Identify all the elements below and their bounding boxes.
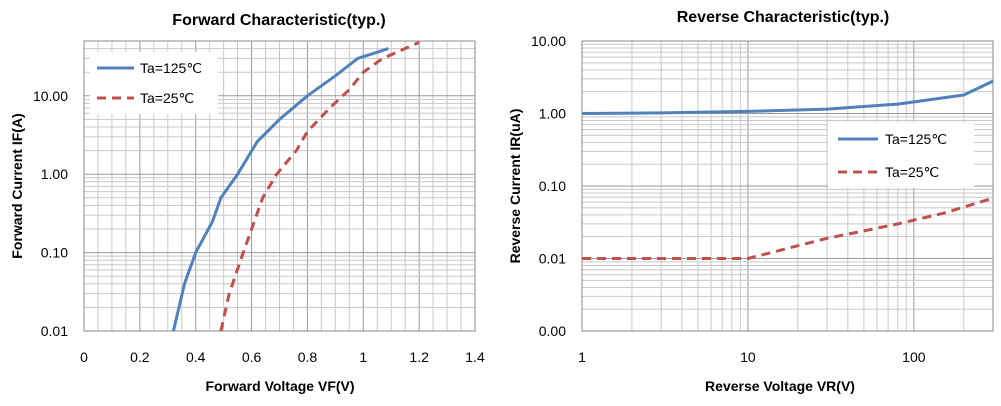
x-tick-labels: 0 0.2 0.4 0.6 0.8 1 1.2 1.4 — [80, 349, 485, 365]
y-tick-label: 0.01 — [41, 323, 68, 339]
chart-title: Reverse Characteristic(typ.) — [677, 9, 890, 26]
chart-title: Forward Characteristic(typ.) — [172, 12, 385, 29]
y-tick-labels: 0.01 0.10 1.00 10.00 — [33, 88, 68, 339]
x-tick-label: 1 — [578, 349, 586, 365]
x-tick-label: 10 — [740, 349, 756, 365]
y-axis-title: Reverse Current IR(uA) — [507, 109, 523, 264]
x-tick-label: 100 — [902, 349, 926, 365]
x-tick-label: 0.4 — [186, 349, 206, 365]
x-tick-label: 0 — [80, 349, 88, 365]
x-tick-label: 1.2 — [409, 349, 429, 365]
y-tick-label: 1.00 — [539, 106, 566, 122]
legend-label-25: Ta=25℃ — [885, 164, 939, 180]
y-tick-label: 0.10 — [539, 178, 566, 194]
y-tick-label: 1.00 — [41, 166, 68, 182]
series-line — [582, 196, 994, 260]
legend-label-125: Ta=125℃ — [885, 131, 947, 147]
plot-area — [83, 40, 476, 332]
x-tick-label: 1 — [359, 349, 367, 365]
y-tick-label: 0.10 — [41, 245, 68, 261]
y-tick-label: 0.01 — [539, 251, 566, 267]
x-tick-label: 1.4 — [465, 349, 485, 365]
y-tick-label: 10.00 — [531, 33, 566, 49]
series-line — [219, 41, 420, 332]
series-line — [581, 79, 994, 115]
plot-area — [581, 40, 994, 332]
legend: Ta=125℃ Ta=25℃ — [90, 52, 218, 114]
series-lines — [171, 41, 420, 332]
legend: Ta=125℃ Ta=25℃ — [828, 122, 974, 188]
legend-label-25: Ta=25℃ — [140, 90, 194, 106]
reverse-characteristic-chart: Reverse Characteristic(typ.) 1 10 100 0.00… — [507, 9, 994, 394]
x-tick-label: 0.6 — [242, 349, 262, 365]
y-tick-labels: 0.00 0.01 0.10 1.00 10.00 — [531, 33, 566, 339]
series-line — [171, 47, 389, 332]
legend-box — [828, 122, 974, 188]
x-axis-title: Reverse Voltage VR(V) — [705, 378, 855, 394]
x-tick-labels: 1 10 100 — [578, 349, 926, 365]
x-tick-label: 0.2 — [130, 349, 150, 365]
y-tick-label: 0.00 — [539, 323, 566, 339]
x-tick-label: 0.8 — [298, 349, 318, 365]
legend-label-125: Ta=125℃ — [140, 60, 202, 76]
y-tick-label: 10.00 — [33, 88, 68, 104]
forward-characteristic-chart: Forward Characteristic(typ.) 0 0.2 0.4 0.6 0… — [9, 12, 485, 394]
x-axis-title: Forward Voltage VF(V) — [205, 378, 354, 394]
series-lines — [581, 79, 994, 260]
legend-box — [90, 52, 218, 114]
y-axis-title: Forward Current IF(A) — [9, 113, 25, 258]
